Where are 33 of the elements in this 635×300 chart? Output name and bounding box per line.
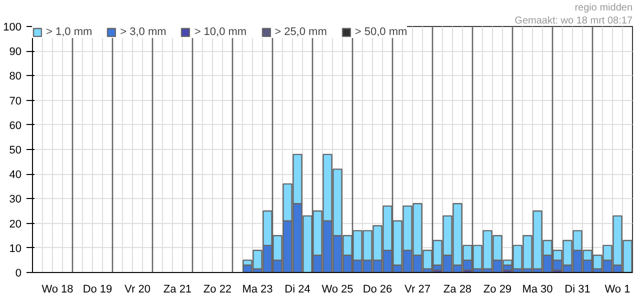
x-tick-label: Ma 23 xyxy=(242,284,273,296)
x-tick-label: Vr 20 xyxy=(124,284,150,296)
y-tick-label: 50 xyxy=(9,144,22,156)
y-tick-label: 70 xyxy=(9,95,22,108)
y-tick-label: 30 xyxy=(9,194,22,206)
x-tick-label: Do 26 xyxy=(362,284,392,296)
x-tick-label: Wo 1 xyxy=(604,284,630,296)
y-tick-label: 60 xyxy=(9,120,22,132)
x-tick-label: Di 31 xyxy=(564,284,590,296)
x-tick-label: Wo 18 xyxy=(42,284,74,296)
x-tick-label: Di 24 xyxy=(284,284,310,296)
y-tick-label: 20 xyxy=(9,218,22,230)
x-tick-label: Vr 27 xyxy=(404,284,430,296)
x-tick-label: Ma 30 xyxy=(522,284,553,296)
text: Gemaakt: wo 18 mrt 08:17 xyxy=(514,16,633,26)
text: regio midden xyxy=(574,2,632,14)
legend-label: > 50,0 mm xyxy=(354,26,408,38)
x-tick-label: Do 19 xyxy=(82,284,112,296)
x-tick-label: Zo 22 xyxy=(203,284,232,296)
y-tick-label: 100 xyxy=(3,22,22,34)
y-tick-label: 0 xyxy=(15,268,22,280)
x-tick-label: Za 21 xyxy=(163,284,192,296)
x-tick-label: Wo 25 xyxy=(322,284,354,296)
y-tick-label: 40 xyxy=(9,169,22,182)
legend-label: > 10,0 mm xyxy=(194,26,247,38)
y-tick-label: 80 xyxy=(9,70,22,83)
x-tick-label: Za 28 xyxy=(443,284,472,296)
legend-label: > 3,0 mm xyxy=(120,26,166,38)
x-tick-label: Zo 29 xyxy=(483,284,512,296)
y-tick-label: 10 xyxy=(9,242,22,255)
y-tick-label: 90 xyxy=(9,46,22,58)
legend-label: > 1,0 mm xyxy=(46,26,92,38)
legend-label: > 25,0 mm xyxy=(274,26,327,38)
